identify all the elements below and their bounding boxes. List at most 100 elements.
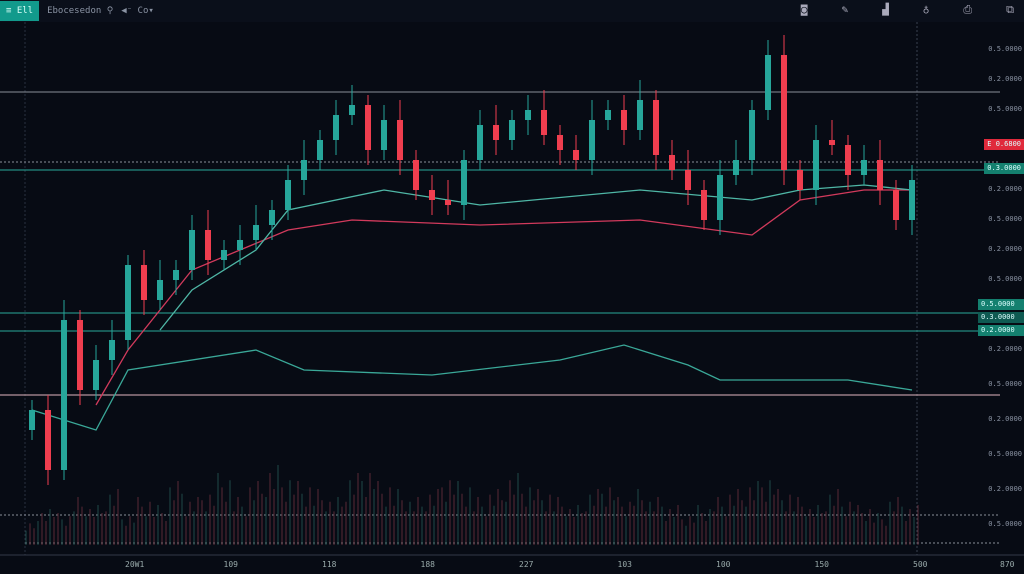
candle [189, 230, 195, 270]
candle [413, 160, 419, 190]
indicator-lines [31, 184, 913, 431]
candle [621, 110, 627, 130]
candle [157, 280, 163, 300]
oscillator-line [31, 344, 913, 431]
candle [333, 115, 339, 140]
time-axis-label: 103 [617, 560, 632, 569]
candle [477, 125, 483, 160]
grid-lines [0, 22, 1024, 556]
alert-icon[interactable]: ♁ [922, 3, 930, 16]
interval-selector[interactable]: ◀⁻ Co▾ [121, 6, 154, 16]
candle [877, 160, 883, 190]
share-icon[interactable]: ⎙ [963, 3, 973, 16]
candle [45, 410, 51, 470]
candle [509, 120, 515, 140]
candle [525, 110, 531, 120]
candle [461, 160, 467, 205]
candle [589, 120, 595, 160]
candle [493, 125, 499, 140]
candle [317, 140, 323, 160]
candle [285, 180, 291, 210]
candle [301, 160, 307, 180]
candle [253, 225, 259, 240]
candle [765, 55, 771, 110]
candle [61, 320, 67, 470]
price-axis-label: 0.2.0000 [988, 185, 1022, 193]
level-tag: 0.3.0000 [978, 312, 1024, 323]
candle [93, 360, 99, 390]
price-axis-label: 0.2.0000 [988, 415, 1022, 423]
candle [605, 110, 611, 120]
level-tag: 0.2.0000 [978, 325, 1024, 336]
current-price-tag: E 0.6800 [984, 139, 1024, 150]
ma-fast-line [159, 184, 913, 331]
candle [429, 190, 435, 200]
price-axis-label: 0.5.0000 [988, 450, 1022, 458]
candle [781, 55, 787, 170]
volume-bars [25, 465, 919, 545]
time-axis-label: 188 [420, 560, 435, 569]
candle [125, 265, 131, 340]
candle [205, 230, 211, 260]
candle [669, 155, 675, 170]
candle [397, 120, 403, 160]
candle [637, 100, 643, 130]
time-axis-label: 500 [913, 560, 928, 569]
price-axis-label: 0.2.0000 [988, 75, 1022, 83]
candle [445, 200, 451, 205]
candle [653, 100, 659, 155]
candle [237, 240, 243, 250]
time-axis-label: 118 [322, 560, 337, 569]
price-axis-label: 0.2.0000 [988, 245, 1022, 253]
level-tag: 0.5.0000 [978, 299, 1024, 310]
candle [77, 320, 83, 390]
price-axis-label: 0.5.0000 [988, 520, 1022, 528]
candle [861, 160, 867, 175]
ma-slow-line [95, 189, 912, 406]
candle [829, 140, 835, 145]
price-axis-label: 0.5.0000 [988, 105, 1022, 113]
layout-icon[interactable]: ⧉ [1006, 3, 1014, 16]
candle [701, 190, 707, 220]
candle [221, 250, 227, 260]
candle [813, 140, 819, 190]
camera-icon[interactable]: ◙ [800, 3, 808, 16]
price-axis-label: 0.5.0000 [988, 45, 1022, 53]
top-toolbar: ≡ Ell Ebocesedon ⚲ ◀⁻ Co▾ ◙ ✎ ▟ ♁ ⎙ ⧉ [0, 0, 1024, 22]
candle [29, 410, 35, 430]
teal-price-tag: 0.3.0000 [984, 163, 1024, 174]
candle [269, 210, 275, 225]
candle [749, 110, 755, 160]
candle [909, 180, 915, 220]
candle [685, 170, 691, 190]
pencil-icon[interactable]: ✎ [841, 3, 849, 16]
time-axis-corner: 870 [1000, 560, 1015, 569]
toolbar-icons: ◙ ✎ ▟ ♁ ⎙ ⧉ [793, 3, 1014, 17]
candle [365, 105, 371, 150]
symbol-title[interactable]: Ebocesedon ⚲ [47, 6, 114, 16]
bars-icon[interactable]: ▟ [882, 3, 889, 16]
candle [733, 160, 739, 175]
candle [717, 175, 723, 220]
candle [557, 135, 563, 150]
candle [349, 105, 355, 115]
symbol-badge[interactable]: ≡ Ell [0, 1, 40, 21]
candle [573, 150, 579, 160]
candle [173, 270, 179, 280]
price-axis-label: 0.5.0000 [988, 380, 1022, 388]
candle [893, 190, 899, 220]
candle [541, 110, 547, 135]
candle [381, 120, 387, 150]
candles [29, 35, 915, 485]
time-axis-label: 227 [519, 560, 534, 569]
candle [845, 145, 851, 175]
candle [797, 170, 803, 190]
candle [141, 265, 147, 300]
time-axis-label: 109 [223, 560, 238, 569]
price-axis-label: 0.2.0000 [988, 485, 1022, 493]
time-axis-label: 100 [716, 560, 731, 569]
time-axis-label: 20W1 [125, 560, 145, 569]
time-axis-label: 150 [814, 560, 829, 569]
candle [109, 340, 115, 360]
